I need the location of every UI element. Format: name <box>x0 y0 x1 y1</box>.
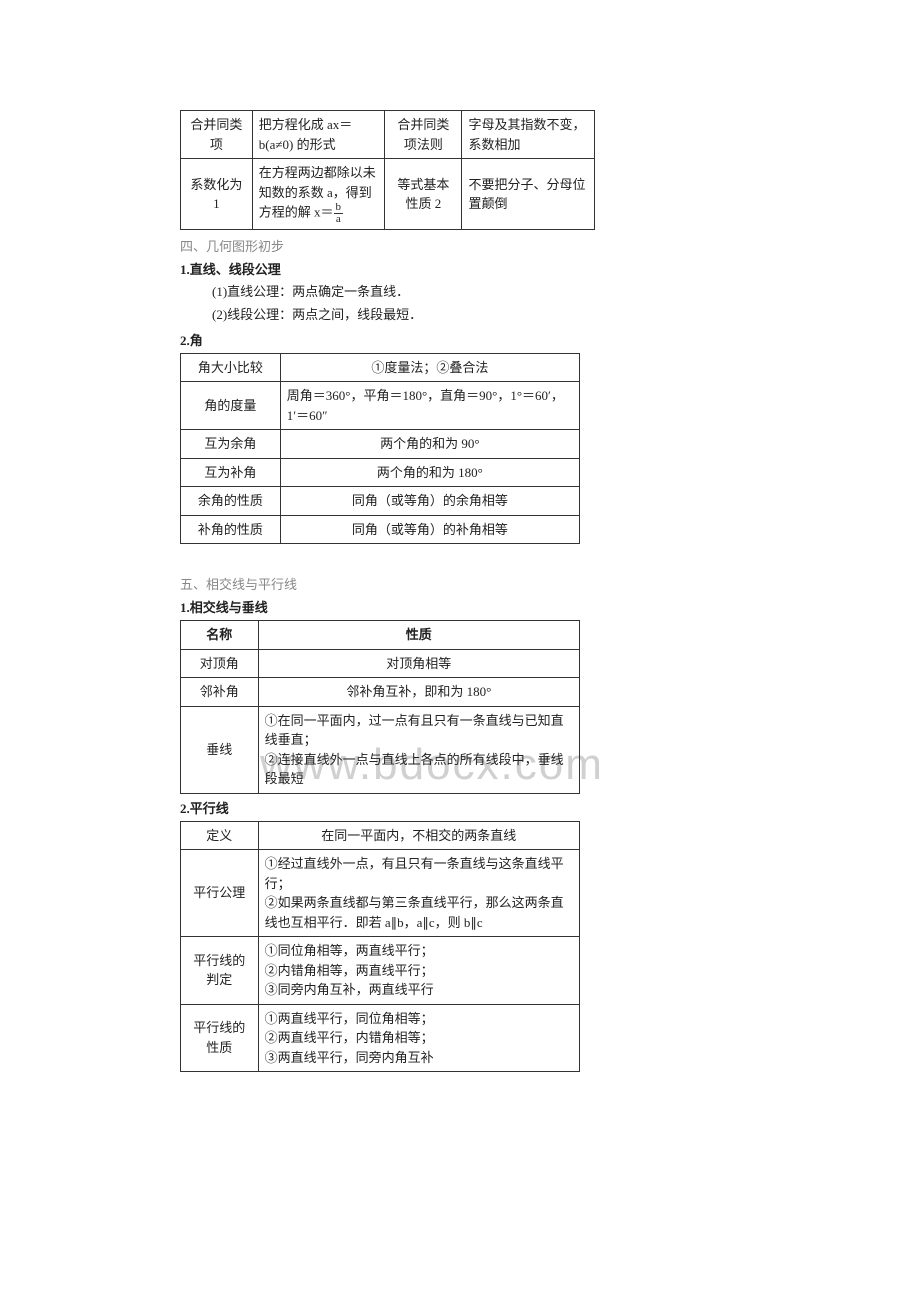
header-label: 性质 <box>406 627 432 642</box>
cell: 两个角的和为 90° <box>280 430 579 459</box>
table-row: 补角的性质 同角（或等角）的补角相等 <box>181 515 580 544</box>
cell: 对顶角相等 <box>258 649 579 678</box>
fraction: ba <box>334 202 344 225</box>
cell: 把方程化成 ax＝b(a≠0) 的形式 <box>252 111 384 159</box>
cell: 余角的性质 <box>181 487 281 516</box>
table-row: 互为余角 两个角的和为 90° <box>181 430 580 459</box>
cell: 邻补角互补，即和为 180° <box>258 678 579 707</box>
table-intersecting-lines: 名称 性质 对顶角 对顶角相等 邻补角 邻补角互补，即和为 180° 垂线 ①在… <box>180 620 580 794</box>
table-equation-steps: 合并同类项 把方程化成 ax＝b(a≠0) 的形式 合并同类项法则 字母及其指数… <box>180 110 595 230</box>
cell: 邻补角 <box>181 678 259 707</box>
text-axiom-2: (2)线段公理：两点之间，线段最短． <box>212 305 740 326</box>
cell: 定义 <box>181 821 259 850</box>
cell: ①经过直线外一点，有且只有一条直线与这条直线平行； ②如果两条直线都与第三条直线… <box>258 850 579 937</box>
cell: 字母及其指数不变，系数相加 <box>462 111 595 159</box>
cell: 补角的性质 <box>181 515 281 544</box>
cell: 不要把分子、分母位置颠倒 <box>462 159 595 230</box>
cell: 同角（或等角）的余角相等 <box>280 487 579 516</box>
cell: ①两直线平行，同位角相等； ②两直线平行，内错角相等； ③两直线平行，同旁内角互… <box>258 1004 579 1072</box>
table-row: 角的度量 周角＝360°，平角＝180°，直角＝90°，1°＝60′，1′＝60… <box>181 382 580 430</box>
table-row: 平行公理 ①经过直线外一点，有且只有一条直线与这条直线平行； ②如果两条直线都与… <box>181 850 580 937</box>
section-title-5: 五、相交线与平行线 <box>180 574 740 593</box>
heading-parallel: 2.平行线 <box>180 798 740 817</box>
cell: 平行公理 <box>181 850 259 937</box>
cell: 系数化为 1 <box>181 159 253 230</box>
cell: 互为补角 <box>181 458 281 487</box>
table-row: 平行线的性质 ①两直线平行，同位角相等； ②两直线平行，内错角相等； ③两直线平… <box>181 1004 580 1072</box>
table-row: 平行线的判定 ①同位角相等，两直线平行； ②内错角相等，两直线平行； ③同旁内角… <box>181 937 580 1005</box>
cell: 合并同类项 <box>181 111 253 159</box>
header-label: 名称 <box>206 627 232 642</box>
table-row: 合并同类项 把方程化成 ax＝b(a≠0) 的形式 合并同类项法则 字母及其指数… <box>181 111 595 159</box>
table-row: 定义 在同一平面内，不相交的两条直线 <box>181 821 580 850</box>
cell: 平行线的判定 <box>181 937 259 1005</box>
cell: 平行线的性质 <box>181 1004 259 1072</box>
table-row: 邻补角 邻补角互补，即和为 180° <box>181 678 580 707</box>
table-row: 系数化为 1 在方程两边都除以未知数的系数 a，得到方程的解 x＝ba 等式基本… <box>181 159 595 230</box>
table-row: 角大小比较 ①度量法；②叠合法 <box>181 353 580 382</box>
heading-angles: 2.角 <box>180 330 740 349</box>
cell: 角的度量 <box>181 382 281 430</box>
text-axiom-1: (1)直线公理：两点确定一条直线． <box>212 282 740 303</box>
cell: 同角（或等角）的补角相等 <box>280 515 579 544</box>
cell: 互为余角 <box>181 430 281 459</box>
table-row: 对顶角 对顶角相等 <box>181 649 580 678</box>
cell: ①在同一平面内，过一点有且只有一条直线与已知直线垂直； ②连接直线外一点与直线上… <box>258 706 579 793</box>
cell: 等式基本性质 2 <box>385 159 462 230</box>
table-row: 互为补角 两个角的和为 180° <box>181 458 580 487</box>
table-angles: 角大小比较 ①度量法；②叠合法 角的度量 周角＝360°，平角＝180°，直角＝… <box>180 353 580 545</box>
table-row: 名称 性质 <box>181 621 580 650</box>
table-parallel-lines: 定义 在同一平面内，不相交的两条直线 平行公理 ①经过直线外一点，有且只有一条直… <box>180 821 580 1073</box>
table-row: 垂线 ①在同一平面内，过一点有且只有一条直线与已知直线垂直； ②连接直线外一点与… <box>181 706 580 793</box>
cell: 周角＝360°，平角＝180°，直角＝90°，1°＝60′，1′＝60″ <box>280 382 579 430</box>
cell: 角大小比较 <box>181 353 281 382</box>
cell: 名称 <box>181 621 259 650</box>
cell-text: 在方程两边都除以未知数的系数 a，得到方程的解 x＝ <box>259 165 376 219</box>
heading-lines-axioms: 1.直线、线段公理 <box>180 259 740 278</box>
cell: 合并同类项法则 <box>385 111 462 159</box>
cell: 性质 <box>258 621 579 650</box>
cell: 在方程两边都除以未知数的系数 a，得到方程的解 x＝ba <box>252 159 384 230</box>
cell: ①度量法；②叠合法 <box>280 353 579 382</box>
cell: 在同一平面内，不相交的两条直线 <box>258 821 579 850</box>
fraction-denominator: a <box>334 214 344 225</box>
table-row: 余角的性质 同角（或等角）的余角相等 <box>181 487 580 516</box>
heading-intersect-perp: 1.相交线与垂线 <box>180 597 740 616</box>
cell: 两个角的和为 180° <box>280 458 579 487</box>
cell: ①同位角相等，两直线平行； ②内错角相等，两直线平行； ③同旁内角互补，两直线平… <box>258 937 579 1005</box>
cell: 垂线 <box>181 706 259 793</box>
section-title-4: 四、几何图形初步 <box>180 236 740 255</box>
cell: 对顶角 <box>181 649 259 678</box>
